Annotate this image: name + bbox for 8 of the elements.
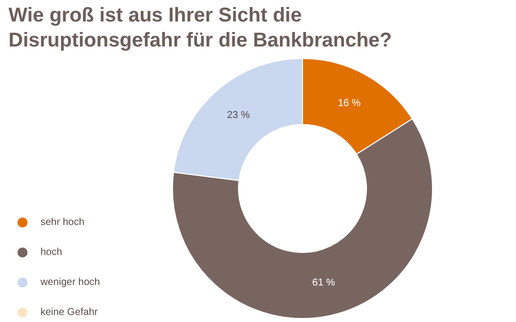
data-label: 61 % <box>312 278 336 289</box>
legend-label: keine Gefahr <box>40 307 98 318</box>
legend-label: hoch <box>40 247 62 258</box>
chart-title: Wie groß ist aus Ihrer Sicht die Disruptionsgefahr für die Bankbranche? <box>8 4 392 52</box>
data-label: 23 % <box>226 110 250 122</box>
legend-label: sehr hoch <box>40 217 84 228</box>
data-label: 16 % <box>338 98 361 109</box>
legend-label: weniger hoch <box>40 277 100 288</box>
